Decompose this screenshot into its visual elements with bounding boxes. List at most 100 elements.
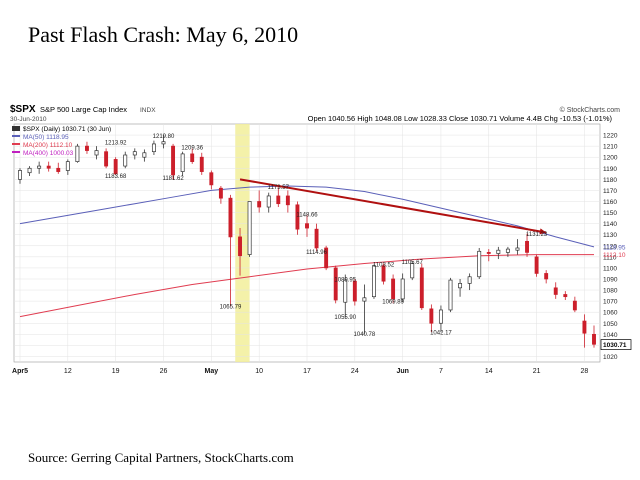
candle-body <box>343 279 348 303</box>
last-price-label: 1030.71 <box>603 342 627 349</box>
x-tick-label: 21 <box>533 368 541 375</box>
price-annotation: 1181.62 <box>162 176 184 182</box>
x-tick-label: 7 <box>439 368 443 375</box>
candle-body <box>477 250 482 278</box>
x-tick-label: Jun <box>396 368 408 375</box>
candle-body <box>486 252 491 254</box>
candle-body <box>563 294 568 298</box>
candle-body <box>113 159 118 175</box>
x-tick-label: 17 <box>303 368 311 375</box>
candle-body <box>56 167 61 172</box>
x-tick-label: Apr5 <box>12 368 28 375</box>
y-tick-label: 1190 <box>603 166 617 173</box>
legend-ma50: MA(50) 1118.95 <box>23 134 69 141</box>
legend-price: $SPX (Daily) 1030.71 (30 Jun) <box>23 126 111 133</box>
candle-body <box>505 248 510 253</box>
chart-exchange: INDX <box>140 107 156 114</box>
y-tick-label: 1070 <box>603 299 618 306</box>
y-tick-label: 1080 <box>603 288 618 295</box>
candle-body <box>247 201 252 255</box>
candle-body <box>534 256 539 274</box>
y-tick-label: 1110 <box>603 254 617 261</box>
y-tick-label: 1090 <box>603 276 618 283</box>
trend-arrowhead <box>539 228 547 235</box>
x-tick-label: May <box>205 368 219 375</box>
legend-swatch-ma200 <box>12 143 20 145</box>
candle-body <box>572 300 577 311</box>
legend-swatch-ma50 <box>12 135 20 137</box>
y-tick-label: 1130 <box>603 232 617 239</box>
last-price-box <box>600 339 632 350</box>
y-tick-label: 1040 <box>603 332 618 339</box>
candle-body <box>94 150 99 156</box>
candle-body <box>295 204 300 230</box>
candle-body <box>391 278 396 300</box>
x-tick-label: 28 <box>581 368 589 375</box>
candle-body <box>65 161 70 171</box>
candle-body <box>276 195 281 205</box>
candle-body <box>151 143 156 153</box>
candle-body <box>190 153 195 162</box>
price-annotation: 1209.36 <box>181 145 203 151</box>
price-annotation: 1055.90 <box>334 315 356 321</box>
chart-index-name: S&P 500 Large Cap Index <box>40 105 127 114</box>
y-tick-label: 1150 <box>603 210 617 217</box>
candle-body <box>305 223 309 229</box>
flash-crash-highlight <box>235 124 250 362</box>
plot-area: 1020103010401050106010701080109011001110… <box>12 123 632 375</box>
x-tick-label: 14 <box>485 368 493 375</box>
candle-body <box>171 145 176 176</box>
candle-body <box>438 309 443 324</box>
candle-body <box>161 141 166 145</box>
price-annotation: 1148.66 <box>296 213 318 219</box>
candle-body <box>419 267 424 309</box>
trend-line <box>239 178 547 234</box>
source-note: Source: Gerring Capital Partners, StockC… <box>28 450 294 465</box>
ma50-line <box>19 185 595 248</box>
candle-body <box>132 151 137 156</box>
y-tick-label: 1100 <box>603 265 617 272</box>
price-annotation: 1219.80 <box>153 134 175 140</box>
candle-body <box>37 165 42 169</box>
price-annotation: 1213.92 <box>105 140 127 146</box>
price-annotation: 1131.23 <box>526 232 548 238</box>
candle-body <box>123 154 128 167</box>
candle-body <box>515 247 520 251</box>
y-tick-label: 1060 <box>603 310 618 317</box>
price-annotation: 1173.57 <box>268 185 290 191</box>
candle-body <box>352 280 357 302</box>
candle-body <box>314 228 319 249</box>
candle-body <box>199 156 204 172</box>
x-tick-label: 12 <box>64 368 72 375</box>
x-tick-label: 24 <box>351 368 359 375</box>
candle-body <box>467 276 472 284</box>
candle-body <box>458 283 463 289</box>
legend-ma200: MA(200) 1112.10 <box>23 142 73 149</box>
y-tick-label: 1050 <box>603 321 618 328</box>
y-tick-label: 1020 <box>603 354 618 361</box>
candle-body <box>410 263 415 279</box>
price-annotation: 1103.52 <box>373 263 395 269</box>
y-tick-label: 1200 <box>603 155 618 162</box>
price-annotation: 1105.67 <box>402 260 424 266</box>
ma-value-label: 1118.95 <box>603 244 626 251</box>
legend-ma400: MA(400) 1000.03 <box>23 150 74 157</box>
candle-body <box>553 287 558 295</box>
candle-body <box>27 167 32 174</box>
candle-body <box>400 278 405 300</box>
candle-body <box>257 201 262 208</box>
x-tick-label: 19 <box>112 368 120 375</box>
price-annotation: 1089.95 <box>334 278 356 284</box>
candle-body <box>544 273 549 280</box>
x-tick-label: 26 <box>160 368 168 375</box>
x-tick-label: 10 <box>255 368 263 375</box>
chart-legend: $SPX (Daily) 1030.71 (30 Jun) MA(50) 111… <box>12 126 111 157</box>
candle-body <box>180 153 185 172</box>
price-annotation: 1042.17 <box>430 330 452 336</box>
candle-body <box>75 145 80 162</box>
candle-body <box>238 236 242 257</box>
candle-body <box>496 249 501 254</box>
y-tick-label: 1210 <box>603 144 618 151</box>
y-tick-label: 1120 <box>603 243 617 250</box>
